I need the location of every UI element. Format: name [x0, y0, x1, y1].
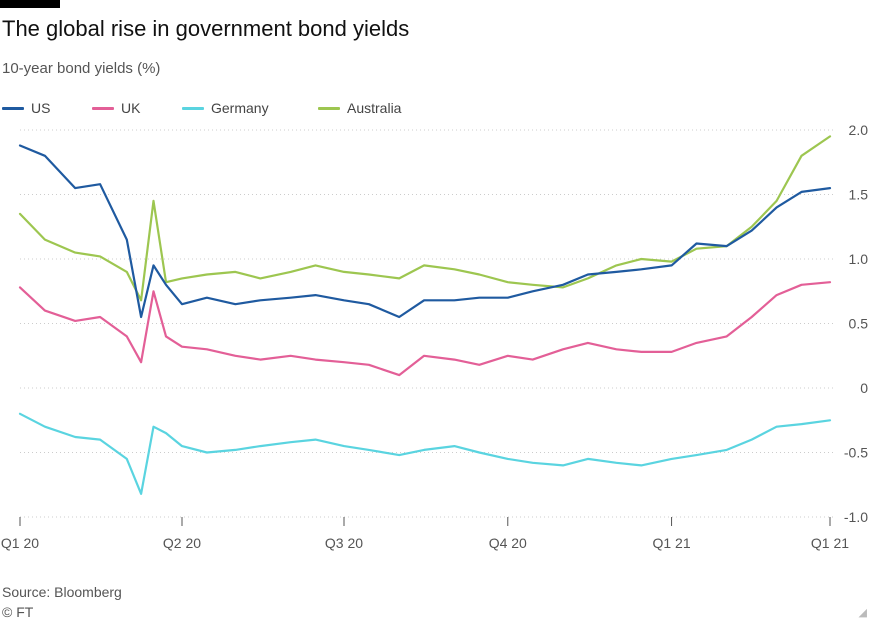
line-chart: 2.0 1.5 1.0 0.5 0 -0.5 -1.0 Q1 20 Q2 20 Q3 20 Q4 … [1, 122, 868, 551]
series-line-australia [18, 135, 832, 302]
x-tick-label: Q3 20 [325, 535, 363, 551]
series-line-germany [18, 412, 832, 495]
x-tick-label: Q1 21 [811, 535, 849, 551]
y-tick-label: -1.0 [844, 509, 868, 525]
title-accent-bar [0, 0, 60, 8]
credit-note: © FT [2, 604, 34, 620]
y-tick-label: 0 [860, 380, 868, 396]
corner-mark-icon: ◢ [858, 607, 867, 619]
y-tick-label: 0.5 [849, 316, 869, 332]
x-tick-label: Q1 20 [1, 535, 39, 551]
source-note: Source: Bloomberg [2, 584, 122, 600]
y-tick-label: 1.0 [849, 251, 869, 267]
y-tick-label: 1.5 [849, 187, 869, 203]
x-axis: Q1 20 Q2 20 Q3 20 Q4 20 Q1 21 Q1 21 [1, 517, 849, 551]
chart-title: The global rise in government bond yield… [2, 16, 410, 41]
legend-swatch-australia [318, 106, 340, 110]
legend-item-germany: Germany [182, 100, 269, 116]
series-line-us [18, 144, 832, 319]
legend-swatch-us [2, 106, 24, 110]
y-tick-label: -0.5 [844, 445, 868, 461]
legend-label-us: US [31, 100, 51, 116]
x-tick-label: Q1 21 [652, 535, 690, 551]
y-tick-label: 2.0 [849, 122, 869, 138]
legend-swatch-uk [92, 106, 114, 110]
x-tick-label: Q4 20 [489, 535, 527, 551]
legend-label-uk: UK [121, 100, 141, 116]
legend-label-germany: Germany [211, 100, 269, 116]
legend-item-us: US [2, 100, 50, 116]
x-tick-label: Q2 20 [163, 535, 201, 551]
chart-gridlines [20, 129, 835, 518]
legend-item-uk: UK [92, 100, 140, 116]
chart-subtitle: 10-year bond yields (%) [2, 60, 161, 77]
legend-item-australia: Australia [318, 100, 401, 116]
legend-label-australia: Australia [347, 100, 402, 116]
legend-swatch-germany [182, 106, 204, 110]
series-line-uk [18, 281, 832, 377]
y-axis-tick-labels: 2.0 1.5 1.0 0.5 0 -0.5 -1.0 [844, 122, 868, 525]
chart-series-lines [18, 135, 832, 495]
